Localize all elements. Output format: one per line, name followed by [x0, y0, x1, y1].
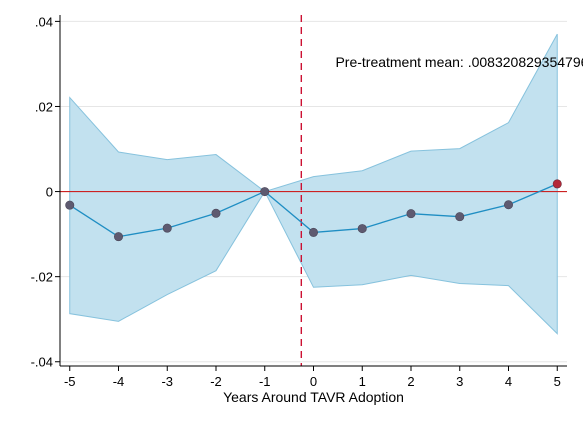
- x-tick-label-4: -1: [259, 374, 271, 389]
- data-point-1: [357, 224, 367, 234]
- data-point--4: [114, 232, 124, 242]
- y-tick-label-0: -.04: [31, 355, 53, 370]
- x-tick-label-6: 1: [359, 374, 366, 389]
- x-tick-label-10: 5: [554, 374, 561, 389]
- series-markers: [65, 179, 562, 242]
- x-tick-label-7: 2: [407, 374, 414, 389]
- data-point--3: [162, 223, 172, 233]
- data-point--2: [211, 208, 221, 218]
- confidence-interval-area: [69, 33, 558, 335]
- y-tick-label-2: 0: [46, 185, 53, 200]
- data-point--5: [65, 200, 75, 210]
- x-tick-label-3: -2: [210, 374, 222, 389]
- data-point-5: [552, 179, 562, 189]
- x-tick-label-9: 4: [505, 374, 512, 389]
- axes: [55, 15, 567, 371]
- y-tick-label-4: .04: [35, 14, 53, 29]
- x-axis-title: Years Around TAVR Adoption: [223, 389, 404, 405]
- x-tick-label-1: -4: [113, 374, 125, 389]
- data-point--1: [260, 187, 270, 197]
- data-point-0: [308, 227, 318, 237]
- data-point-2: [406, 209, 416, 219]
- tick-labels: -.04 -.02 0 .02 .04 -5 -4 -3 -2 -1 0 1 2 3 4 5: [31, 14, 561, 389]
- y-tick-label-1: -.02: [31, 270, 53, 285]
- x-tick-label-2: -3: [161, 374, 173, 389]
- x-tick-label-8: 3: [456, 374, 463, 389]
- x-tick-label-5: 0: [310, 374, 317, 389]
- data-point-3: [455, 212, 465, 222]
- confidence-band: [69, 33, 558, 335]
- x-tick-label-0: -5: [64, 374, 76, 389]
- pretreatment-mean-annotation: Pre-treatment mean: .0083208293547963: [335, 54, 583, 70]
- y-tick-label-3: .02: [35, 99, 53, 114]
- data-point-4: [503, 200, 513, 210]
- reference-lines: [60, 15, 567, 366]
